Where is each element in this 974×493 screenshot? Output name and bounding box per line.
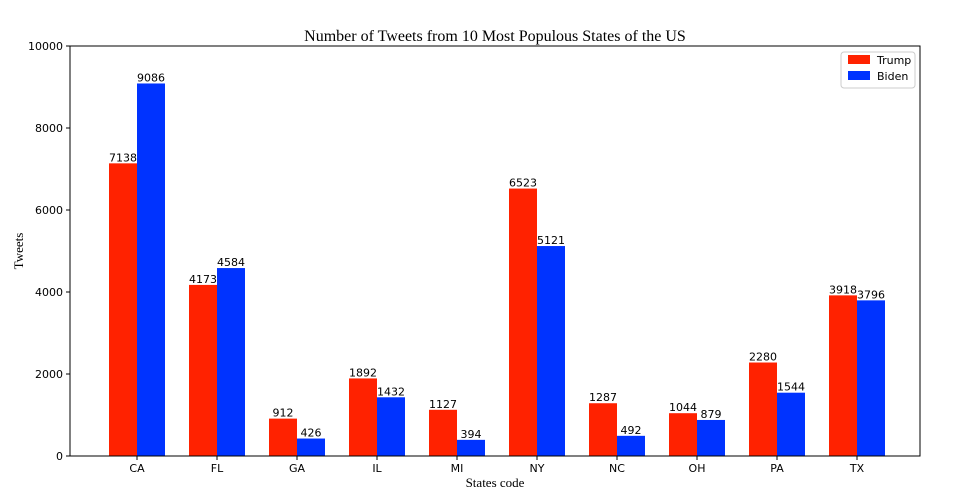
legend-label-biden: Biden bbox=[877, 70, 908, 83]
data-label-biden-ny: 5121 bbox=[537, 234, 565, 247]
bar-trump-fl bbox=[189, 284, 217, 456]
data-label-biden-ca: 9086 bbox=[137, 71, 165, 84]
x-tick-label-il: IL bbox=[372, 462, 382, 475]
data-label-biden-pa: 1544 bbox=[777, 381, 805, 394]
data-label-biden-tx: 3796 bbox=[857, 288, 885, 301]
x-tick-label-fl: FL bbox=[211, 462, 224, 475]
data-label-biden-oh: 879 bbox=[701, 408, 722, 421]
x-tick-label-ga: GA bbox=[289, 462, 306, 475]
bar-biden-nc bbox=[617, 435, 645, 456]
x-axis: CA FL GA IL MI NY NC OH PA TX bbox=[129, 456, 865, 475]
bar-trump-pa bbox=[749, 362, 777, 456]
legend-swatch-biden bbox=[848, 71, 870, 80]
y-axis: 0 2000 4000 6000 8000 10000 bbox=[28, 40, 70, 463]
bar-trump-tx bbox=[829, 295, 857, 456]
bar-biden-pa bbox=[777, 392, 805, 456]
bar-trump-ny bbox=[509, 188, 537, 456]
data-label-trump-pa: 2280 bbox=[749, 351, 777, 364]
bar-biden-mi bbox=[457, 439, 485, 456]
x-tick-label-ny: NY bbox=[530, 462, 545, 475]
bar-biden-oh bbox=[697, 419, 725, 456]
y-tick-label-10000: 10000 bbox=[28, 40, 63, 53]
plot-frame bbox=[69, 45, 921, 457]
bar-biden-fl bbox=[217, 268, 245, 456]
y-axis-title: Tweets bbox=[11, 233, 26, 270]
bar-trump-nc bbox=[589, 403, 617, 456]
x-tick-label-mi: MI bbox=[451, 462, 464, 475]
y-tick-label-6000: 6000 bbox=[35, 204, 63, 217]
bar-biden-ga bbox=[297, 438, 325, 456]
data-label-biden-ga: 426 bbox=[301, 427, 322, 440]
bar-biden-ca bbox=[137, 83, 165, 456]
bar-biden-tx bbox=[857, 300, 885, 456]
data-label-biden-mi: 394 bbox=[461, 428, 482, 441]
data-label-trump-ga: 912 bbox=[273, 407, 294, 420]
y-tick-label-2000: 2000 bbox=[35, 368, 63, 381]
bar-trump-ca bbox=[109, 163, 137, 457]
chart-title: Number of Tweets from 10 Most Populous S… bbox=[304, 28, 686, 45]
data-label-trump-fl: 4173 bbox=[189, 273, 217, 286]
data-label-trump-tx: 3918 bbox=[829, 283, 857, 296]
x-tick-label-tx: TX bbox=[849, 462, 865, 475]
legend-swatch-trump bbox=[848, 55, 870, 64]
data-label-trump-ca: 7138 bbox=[109, 151, 137, 164]
bar-biden-ny bbox=[537, 246, 565, 456]
data-label-biden-il: 1432 bbox=[377, 385, 405, 398]
x-tick-label-pa: PA bbox=[770, 462, 784, 475]
x-tick-label-oh: OH bbox=[689, 462, 706, 475]
legend-label-trump: Trump bbox=[876, 54, 911, 67]
bar-trump-il bbox=[349, 378, 377, 456]
bars-layer bbox=[109, 83, 885, 457]
y-tick-label-8000: 8000 bbox=[35, 122, 63, 135]
data-label-biden-nc: 492 bbox=[621, 424, 642, 437]
bar-trump-ga bbox=[269, 418, 297, 456]
bar-trump-oh bbox=[669, 413, 697, 456]
legend: Trump Biden bbox=[840, 51, 916, 89]
data-label-trump-oh: 1044 bbox=[669, 401, 697, 414]
bar-biden-il bbox=[377, 397, 405, 456]
data-label-trump-il: 1892 bbox=[349, 366, 377, 379]
x-axis-title: States code bbox=[466, 475, 525, 490]
x-tick-label-ca: CA bbox=[129, 462, 145, 475]
y-tick-label-4000: 4000 bbox=[35, 286, 63, 299]
data-label-trump-mi: 1127 bbox=[429, 398, 457, 411]
data-label-trump-ny: 6523 bbox=[509, 177, 537, 190]
data-label-biden-fl: 4584 bbox=[217, 256, 245, 269]
x-tick-label-nc: NC bbox=[609, 462, 625, 475]
data-label-trump-nc: 1287 bbox=[589, 391, 617, 404]
bar-trump-mi bbox=[429, 409, 457, 456]
y-tick-label-0: 0 bbox=[56, 450, 63, 463]
